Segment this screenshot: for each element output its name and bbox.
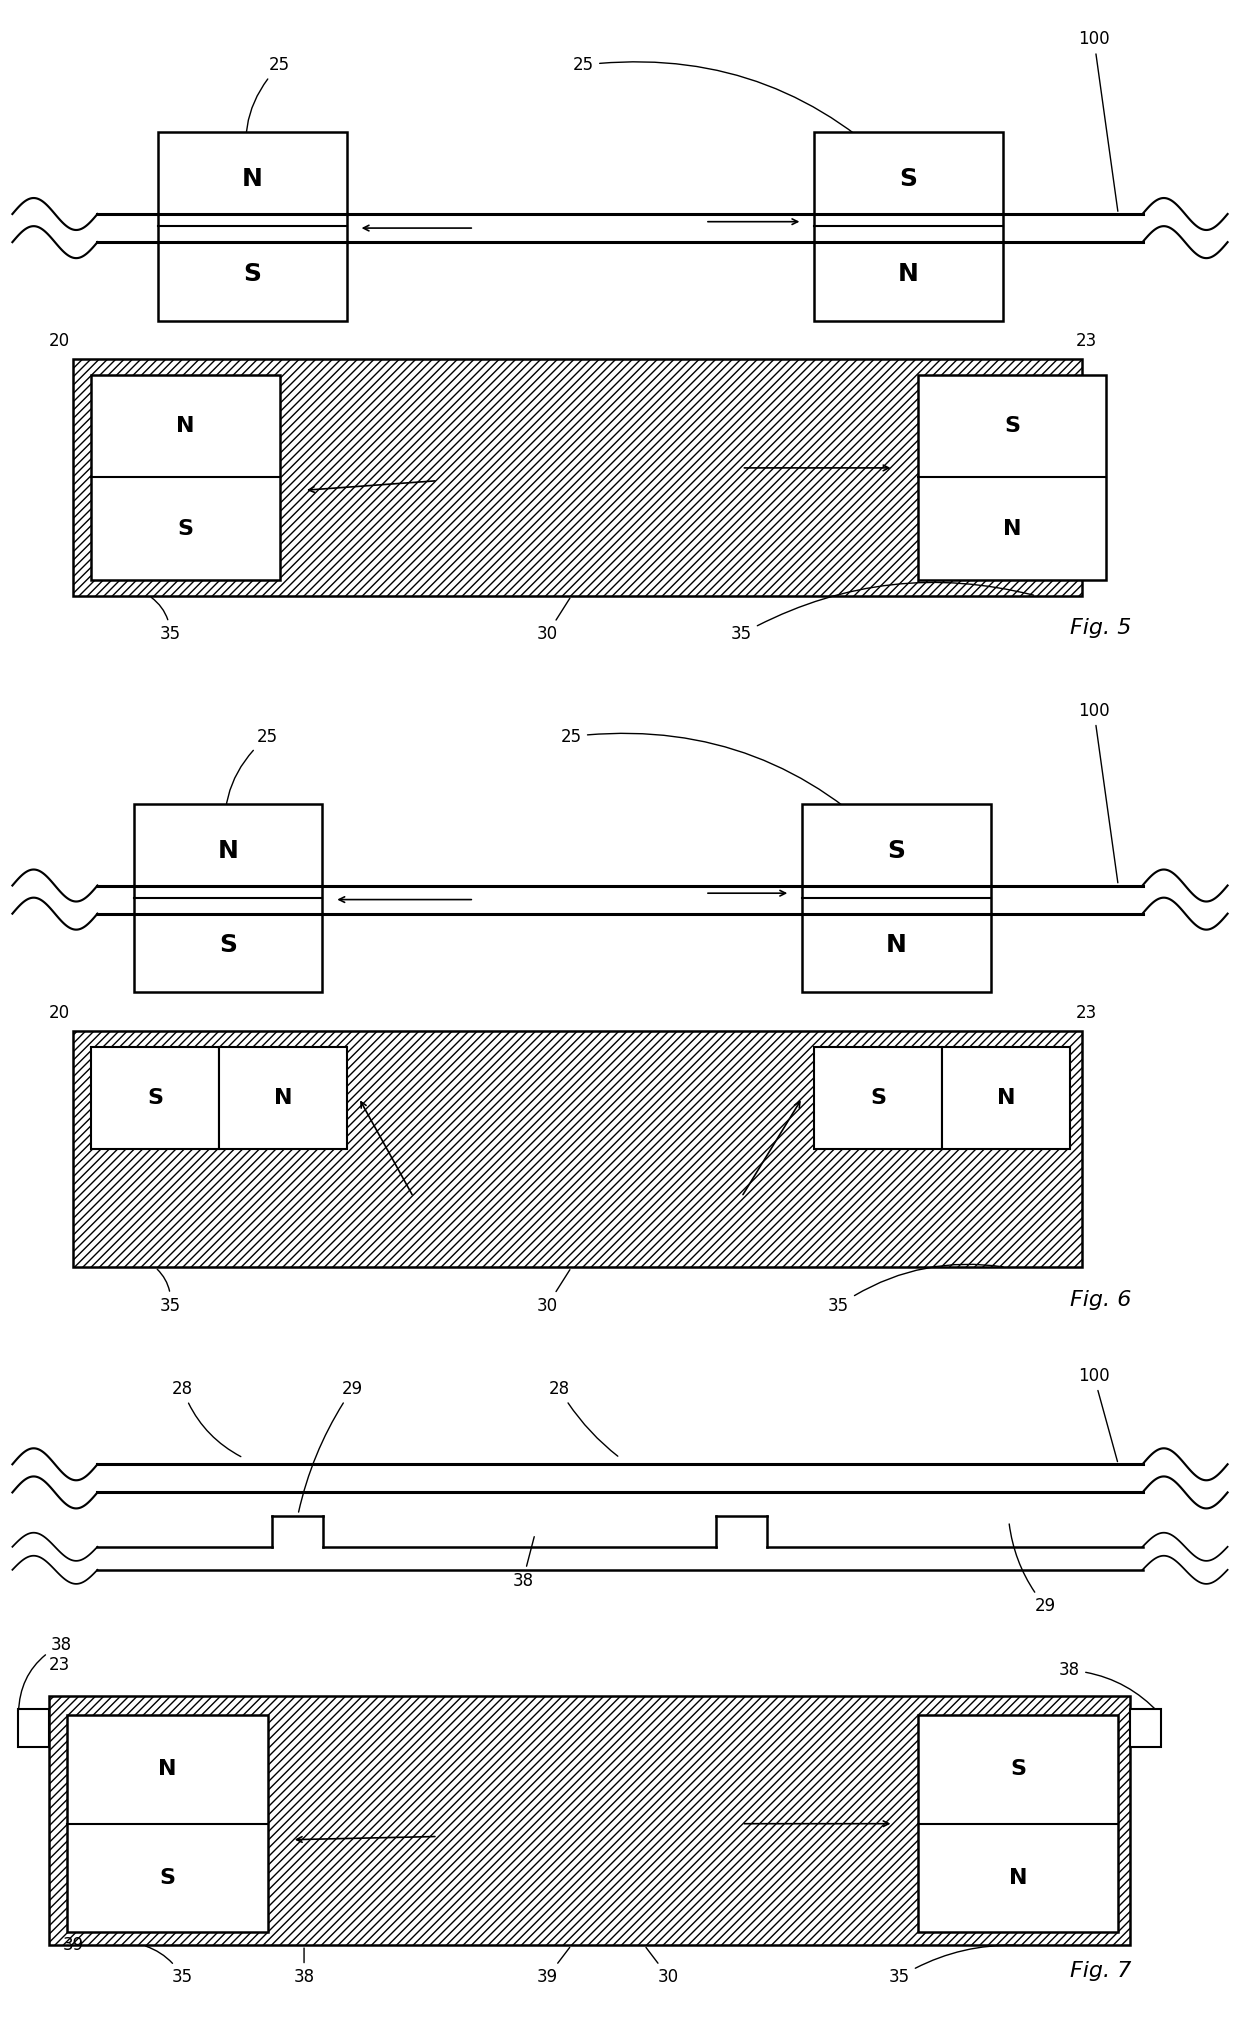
- Text: N: N: [218, 840, 238, 864]
- Bar: [134, 803, 322, 993]
- Text: S: S: [148, 1088, 164, 1109]
- Text: 100: 100: [1078, 702, 1117, 882]
- Text: 38: 38: [512, 1537, 534, 1590]
- Text: 20: 20: [48, 1003, 69, 1022]
- Text: 25: 25: [573, 57, 906, 180]
- Text: 35: 35: [151, 597, 181, 643]
- Text: 28: 28: [548, 1380, 618, 1457]
- Bar: [159, 131, 346, 322]
- Bar: [802, 803, 991, 993]
- Bar: [92, 374, 280, 581]
- Bar: [942, 1046, 1070, 1149]
- Text: 30: 30: [537, 599, 570, 643]
- Text: 20: 20: [48, 332, 69, 350]
- Text: 23: 23: [48, 1657, 71, 1675]
- Bar: [1131, 1709, 1161, 1748]
- Text: 39: 39: [62, 1936, 84, 1954]
- Text: 29: 29: [299, 1380, 363, 1511]
- Text: S: S: [219, 933, 237, 957]
- Text: Fig. 5: Fig. 5: [1070, 619, 1131, 637]
- Text: Fig. 7: Fig. 7: [1070, 1960, 1131, 1981]
- Text: S: S: [1004, 417, 1021, 437]
- Text: 35: 35: [145, 1946, 193, 1987]
- Text: 35: 35: [889, 1946, 1016, 1987]
- Bar: [815, 131, 1003, 322]
- Text: N: N: [274, 1088, 293, 1109]
- Text: 38: 38: [294, 1948, 315, 1987]
- Bar: [73, 360, 1081, 597]
- Text: 38: 38: [1059, 1661, 1159, 1713]
- Text: Fig. 6: Fig. 6: [1070, 1291, 1131, 1309]
- Text: S: S: [888, 840, 905, 864]
- Bar: [815, 1046, 942, 1149]
- Bar: [219, 1046, 346, 1149]
- Text: N: N: [887, 933, 906, 957]
- Text: 38: 38: [19, 1637, 72, 1711]
- Text: 100: 100: [1078, 1368, 1117, 1461]
- Text: S: S: [177, 518, 193, 538]
- Bar: [67, 1716, 268, 1932]
- Text: 25: 25: [246, 57, 290, 180]
- Text: 25: 25: [224, 728, 278, 852]
- Bar: [92, 1046, 219, 1149]
- Text: N: N: [176, 417, 195, 437]
- Text: 39: 39: [537, 1948, 569, 1987]
- Text: 30: 30: [537, 1270, 570, 1315]
- Text: 23: 23: [1075, 332, 1097, 350]
- Bar: [73, 1030, 1081, 1266]
- Text: 23: 23: [1075, 1003, 1097, 1022]
- Text: 35: 35: [828, 1264, 1003, 1315]
- Text: 25: 25: [560, 728, 894, 852]
- Bar: [19, 1709, 48, 1748]
- Text: N: N: [1003, 518, 1022, 538]
- Text: N: N: [898, 261, 919, 285]
- Text: S: S: [1009, 1760, 1025, 1780]
- Text: S: S: [243, 261, 262, 285]
- Text: 30: 30: [646, 1948, 680, 1987]
- Text: S: S: [159, 1867, 175, 1887]
- Text: N: N: [242, 168, 263, 192]
- Text: 35: 35: [157, 1268, 181, 1315]
- Bar: [918, 374, 1106, 581]
- Text: 100: 100: [1078, 30, 1117, 210]
- Text: S: S: [899, 168, 918, 192]
- Text: S: S: [870, 1088, 887, 1109]
- Text: 35: 35: [730, 583, 1033, 643]
- Text: N: N: [1008, 1867, 1027, 1887]
- Bar: [918, 1716, 1118, 1932]
- Text: N: N: [997, 1088, 1016, 1109]
- Bar: [48, 1695, 1131, 1946]
- Text: 28: 28: [172, 1380, 241, 1457]
- Text: N: N: [157, 1760, 176, 1780]
- Text: 29: 29: [1009, 1523, 1056, 1614]
